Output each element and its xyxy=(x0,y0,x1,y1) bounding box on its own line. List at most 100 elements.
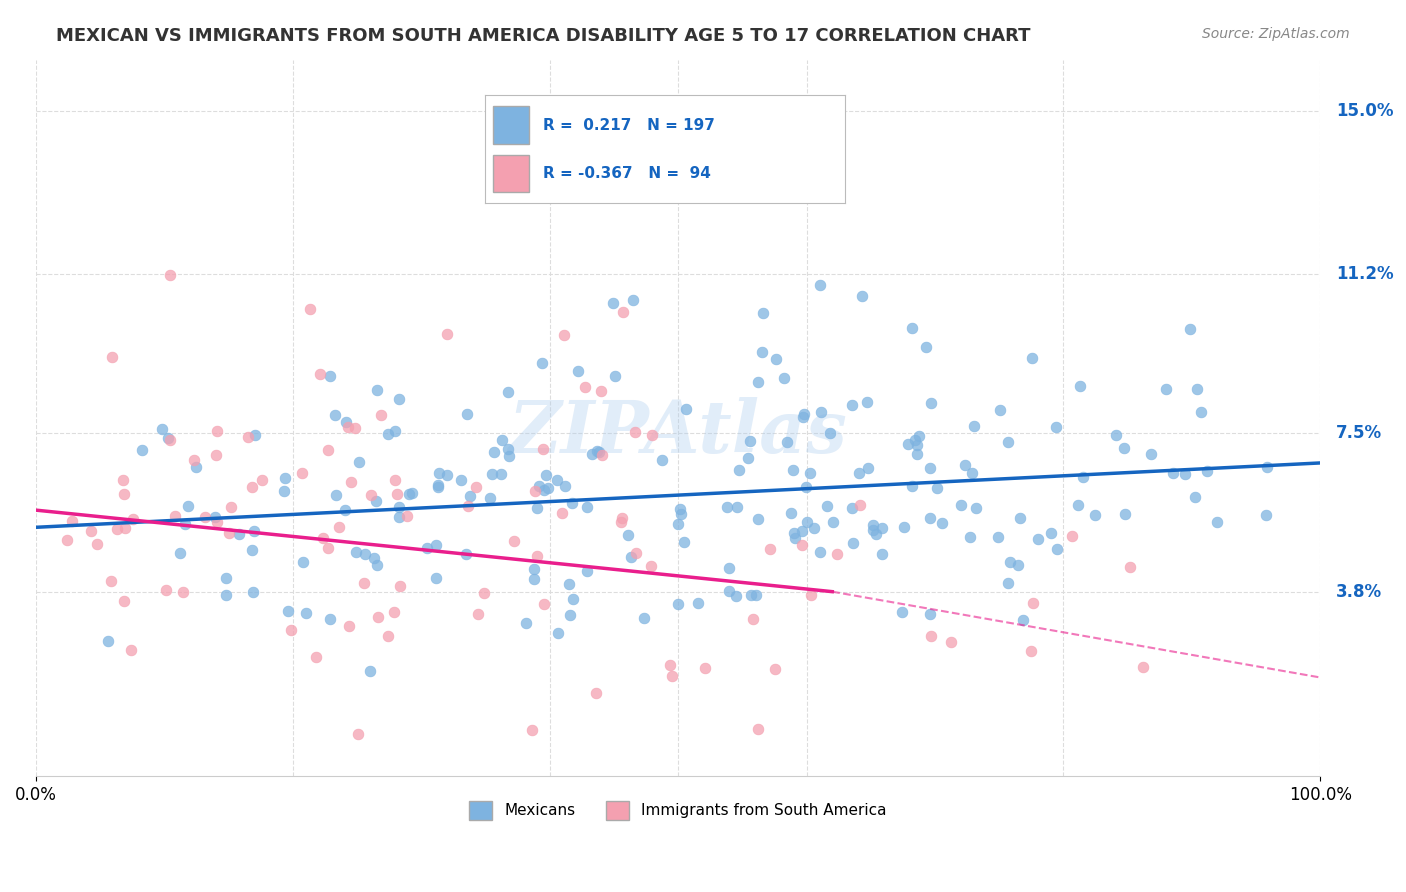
Point xyxy=(740,588,762,602)
Point xyxy=(987,530,1010,544)
Point xyxy=(803,521,825,535)
Point xyxy=(562,592,585,607)
Point xyxy=(122,511,145,525)
Point xyxy=(530,356,553,370)
Point xyxy=(533,597,555,611)
Point xyxy=(815,500,838,514)
Point xyxy=(377,629,399,643)
Point xyxy=(1206,516,1229,530)
Point xyxy=(718,584,741,599)
Point xyxy=(686,596,709,610)
Point xyxy=(661,669,683,683)
Point xyxy=(621,293,644,307)
Text: 15.0%: 15.0% xyxy=(1336,102,1393,120)
Point xyxy=(100,574,122,589)
Legend: Mexicans, Immigrants from South America: Mexicans, Immigrants from South America xyxy=(464,795,893,826)
Point xyxy=(299,301,322,316)
Point xyxy=(163,508,186,523)
Point xyxy=(243,524,266,538)
Point xyxy=(581,447,603,461)
Point xyxy=(821,515,844,529)
Point xyxy=(370,409,392,423)
Point xyxy=(603,369,626,384)
Point xyxy=(651,453,673,467)
Point xyxy=(388,509,411,524)
Point xyxy=(591,448,613,462)
Point xyxy=(388,579,411,593)
Point xyxy=(890,605,912,619)
Point xyxy=(1174,467,1197,481)
Point xyxy=(481,467,503,481)
Point xyxy=(328,520,350,534)
Point xyxy=(920,607,942,621)
Point xyxy=(1197,464,1219,478)
Point xyxy=(169,545,191,559)
Point xyxy=(312,531,335,545)
Point xyxy=(799,467,821,481)
Point xyxy=(939,635,962,649)
Point xyxy=(401,485,423,500)
Point xyxy=(120,642,142,657)
Point xyxy=(319,612,342,626)
Point xyxy=(776,434,799,449)
Point xyxy=(1071,470,1094,484)
Point xyxy=(1084,508,1107,523)
Point xyxy=(204,510,226,524)
Point xyxy=(242,584,264,599)
Point xyxy=(80,524,103,538)
Point xyxy=(1254,508,1277,522)
Point xyxy=(215,588,238,602)
Point xyxy=(472,586,495,600)
Point xyxy=(250,473,273,487)
Point xyxy=(558,577,581,591)
Point xyxy=(716,500,738,514)
Point xyxy=(1154,382,1177,396)
Point xyxy=(325,488,347,502)
Point xyxy=(316,442,339,457)
Point xyxy=(849,498,872,512)
Point xyxy=(900,479,922,493)
Point xyxy=(1105,428,1128,442)
Point xyxy=(780,506,803,520)
Point xyxy=(820,425,842,440)
Point xyxy=(292,555,315,569)
Point xyxy=(173,517,195,532)
Point xyxy=(240,543,263,558)
Point xyxy=(436,326,458,341)
Point xyxy=(554,478,576,492)
Point xyxy=(872,547,894,561)
Point xyxy=(747,512,769,526)
Point xyxy=(159,433,181,447)
Point xyxy=(157,431,180,445)
Point xyxy=(1118,560,1140,574)
Point xyxy=(641,427,664,442)
Point xyxy=(367,610,389,624)
Point xyxy=(295,606,318,620)
Point xyxy=(1021,351,1043,365)
Text: 7.5%: 7.5% xyxy=(1336,424,1382,442)
Point xyxy=(112,486,135,500)
Point xyxy=(416,541,439,555)
Point xyxy=(319,368,342,383)
Point xyxy=(385,487,408,501)
Point xyxy=(553,328,575,343)
Point xyxy=(675,402,697,417)
Point xyxy=(456,407,478,421)
Point xyxy=(101,350,124,364)
Point xyxy=(612,305,634,319)
Point xyxy=(751,345,773,359)
Point xyxy=(725,500,748,514)
Point xyxy=(458,489,481,503)
Point xyxy=(865,527,887,541)
Point xyxy=(425,571,447,585)
Point xyxy=(997,435,1019,450)
Point xyxy=(792,524,814,538)
Point xyxy=(591,384,613,399)
Point xyxy=(610,515,633,529)
Point xyxy=(920,629,942,643)
Point xyxy=(496,442,519,456)
Point xyxy=(524,484,547,499)
Point xyxy=(366,384,388,398)
Point xyxy=(457,500,479,514)
Point xyxy=(359,665,381,679)
